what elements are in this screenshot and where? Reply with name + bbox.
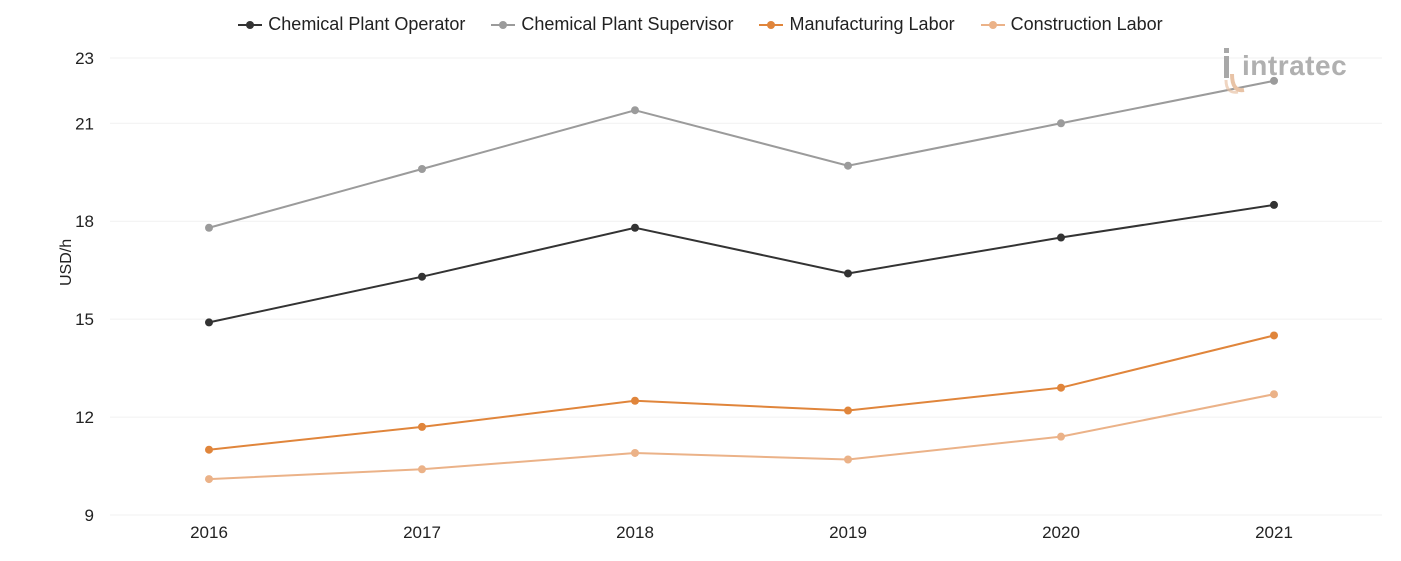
y-tick-label: 23 — [75, 49, 94, 68]
x-tick-label: 2020 — [1042, 523, 1080, 542]
data-point[interactable] — [418, 422, 426, 431]
intratec-logo-icon — [1224, 48, 1245, 94]
x-tick-label: 2019 — [829, 523, 867, 542]
data-point[interactable] — [1057, 383, 1065, 392]
data-point[interactable] — [1270, 200, 1278, 209]
series-line — [208, 79, 1275, 229]
x-tick-label: 2021 — [1255, 523, 1293, 542]
legend-item[interactable]: Chemical Plant Supervisor — [491, 14, 733, 35]
data-point[interactable] — [844, 269, 852, 278]
legend-marker-icon — [491, 19, 516, 31]
data-point[interactable] — [631, 396, 639, 405]
data-point[interactable] — [1270, 76, 1278, 85]
grid-lines — [110, 57, 1382, 516]
series-line — [208, 334, 1275, 451]
data-point[interactable] — [844, 406, 852, 415]
series-0 — [205, 200, 1278, 327]
series-line — [208, 203, 1275, 324]
series-2 — [205, 331, 1278, 454]
data-point[interactable] — [631, 448, 639, 457]
legend-label: Chemical Plant Supervisor — [521, 14, 734, 34]
legend-item[interactable]: Chemical Plant Operator — [238, 14, 465, 35]
y-tick-label: 18 — [75, 212, 94, 231]
legend-item[interactable]: Manufacturing Labor — [759, 14, 955, 35]
data-point[interactable] — [205, 475, 213, 484]
legend-marker-icon — [238, 19, 263, 31]
series-line — [208, 393, 1275, 481]
legend-label: Construction Labor — [1010, 14, 1163, 34]
x-tick-label: 2018 — [616, 523, 654, 542]
y-axis-label: USD/h — [58, 238, 75, 286]
intratec-logo-text: intratec — [1242, 50, 1348, 81]
legend-marker-icon — [980, 19, 1005, 31]
x-tick-label: 2016 — [190, 523, 228, 542]
data-point[interactable] — [1270, 390, 1278, 399]
y-tick-label: 9 — [85, 506, 94, 525]
y-tick-label: 21 — [75, 114, 94, 133]
series-1 — [205, 76, 1278, 232]
data-point[interactable] — [205, 445, 213, 454]
data-point[interactable] — [631, 106, 639, 115]
data-point[interactable] — [1057, 432, 1065, 441]
data-point[interactable] — [418, 272, 426, 281]
legend: Chemical Plant Operator Chemical Plant Su… — [0, 14, 1401, 35]
legend-marker-icon — [759, 19, 784, 31]
x-axis-ticks: 2016 2017 2018 2019 2020 2021 — [190, 523, 1293, 542]
y-axis-ticks: 9 12 15 18 21 23 — [75, 49, 94, 525]
data-point[interactable] — [1057, 119, 1065, 128]
data-point[interactable] — [1057, 233, 1065, 242]
series-lines — [205, 76, 1278, 484]
legend-item[interactable]: Construction Labor — [980, 14, 1163, 35]
data-point[interactable] — [205, 318, 213, 327]
data-point[interactable] — [1270, 331, 1278, 340]
series-3 — [205, 390, 1278, 484]
data-point[interactable] — [205, 223, 213, 232]
y-tick-label: 12 — [75, 408, 94, 427]
data-point[interactable] — [418, 465, 426, 474]
legend-label: Chemical Plant Operator — [268, 14, 466, 34]
data-point[interactable] — [631, 223, 639, 232]
x-tick-label: 2017 — [403, 523, 441, 542]
data-point[interactable] — [844, 161, 852, 170]
intratec-logo: intratec — [1222, 44, 1372, 100]
data-point[interactable] — [418, 164, 426, 173]
legend-label: Manufacturing Labor — [789, 14, 955, 34]
data-point[interactable] — [844, 455, 852, 464]
y-tick-label: 15 — [75, 310, 94, 329]
